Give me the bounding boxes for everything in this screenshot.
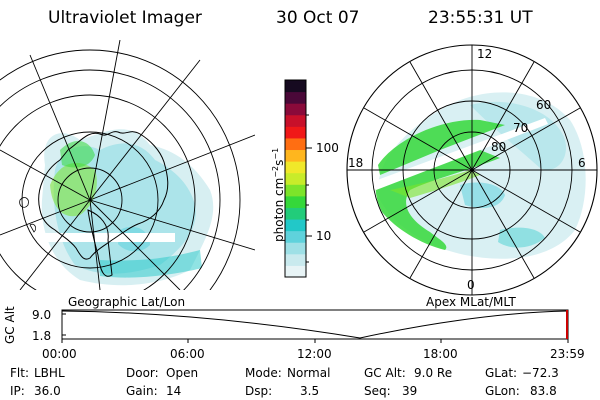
magnetic-dial — [347, 45, 597, 295]
mode-value: Normal — [287, 366, 331, 380]
colorbar-segment — [285, 265, 306, 278]
colorbar-segment — [285, 207, 306, 220]
colorbar-segment — [285, 126, 306, 139]
colorbar-segment — [285, 195, 306, 208]
colorbar-segment — [285, 230, 306, 243]
colorbar-segment — [285, 103, 306, 116]
dsp-value: 3.5 — [300, 384, 320, 398]
colorbar-tick-10: 10 — [316, 229, 332, 243]
colorbar-segment — [285, 114, 306, 127]
coastline — [38, 131, 169, 260]
unit-exponent-1: −2 — [271, 165, 280, 178]
timeline-xtick: 12:00 — [297, 347, 332, 361]
colorbar-segment — [285, 137, 306, 151]
colorbar-segment — [285, 242, 306, 255]
geographic-caption: Geographic Lat/Lon — [68, 295, 186, 309]
altitude-timeline — [61, 309, 569, 343]
ip-label: IP: — [10, 384, 25, 398]
timeline-ytick-low: 1.8 — [32, 329, 52, 343]
colorbar-segment — [285, 253, 306, 266]
unit-seconds: s — [272, 159, 286, 166]
glat-label: GLat: — [485, 366, 518, 380]
timeline-xtick: 18:00 — [423, 347, 458, 361]
colorbar-segment — [285, 80, 306, 93]
aurora-emission-left — [0, 129, 214, 286]
mlt-label-0: 0 — [467, 278, 475, 292]
aurora-emission-right — [372, 92, 586, 259]
timeline-xtick: 23:59 — [550, 347, 585, 361]
glon-label: GLon: — [485, 384, 520, 398]
mode-label: Mode: — [245, 366, 282, 380]
mlt-label-12: 12 — [477, 47, 493, 61]
colorbar-segment — [285, 219, 306, 232]
colorbar — [285, 80, 306, 278]
colorbar-segment — [285, 91, 306, 104]
seq-label: Seq: — [364, 384, 391, 398]
ip-value: 36.0 — [34, 384, 61, 398]
unit-exponent-2: −1 — [271, 147, 280, 160]
altitude-curve — [61, 310, 569, 339]
magnetic-grid — [347, 45, 597, 295]
mlat-label-80: 80 — [491, 140, 507, 154]
mlat-label-70: 70 — [513, 121, 529, 135]
apex-caption: Apex MLat/MLT — [426, 295, 516, 309]
colorbar-segment — [285, 184, 306, 197]
gc-alt-value: 9.0 Re — [414, 366, 453, 380]
timeline-xtick: 06:00 — [170, 347, 205, 361]
seq-value: 39 — [402, 384, 418, 398]
colorbar-segment — [285, 161, 306, 174]
colorbar-unit-label: photon cm−2s−1 — [271, 147, 286, 242]
door-value: Open — [166, 366, 199, 380]
unit-base: photon cm — [272, 177, 286, 242]
mlt-label-18: 18 — [348, 156, 364, 170]
mlat-label-60: 60 — [536, 98, 552, 112]
colorbar-segment — [285, 172, 306, 185]
timeline-ytick-high: 9.0 — [32, 308, 52, 322]
gc-alt-label: GC Alt: — [364, 366, 406, 380]
filter-value: LBHL — [34, 366, 65, 380]
filter-label: Flt: — [10, 366, 29, 380]
door-label: Door: — [126, 366, 159, 380]
gain-label: Gain: — [126, 384, 158, 398]
timeline-xtick: 00:00 — [42, 347, 77, 361]
mlt-label-6: 6 — [578, 156, 586, 170]
gain-value: 14 — [166, 384, 182, 398]
timeline-ylabel: GC Alt — [3, 306, 17, 344]
glon-value: 83.8 — [530, 384, 557, 398]
geographic-map — [0, 40, 255, 290]
time-label: 23:55:31 UT — [428, 8, 533, 28]
glat-value: −72.3 — [522, 366, 559, 380]
date-label: 30 Oct 07 — [276, 8, 360, 28]
colorbar-tick-100: 100 — [316, 141, 339, 155]
dsp-label: Dsp: — [245, 384, 273, 398]
colorbar-segment — [285, 149, 306, 162]
instrument-title: Ultraviolet Imager — [48, 8, 202, 28]
